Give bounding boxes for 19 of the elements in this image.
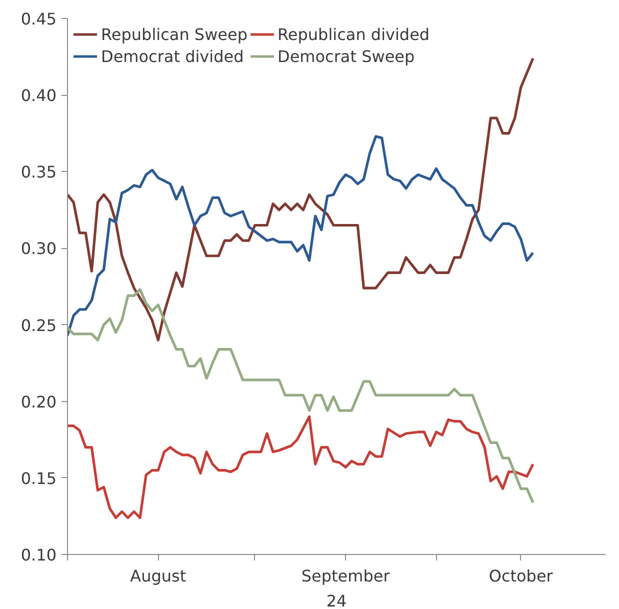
- legend-label: Republican divided: [278, 24, 430, 44]
- legend-label: Democrat Sweep: [278, 46, 415, 66]
- y-tick-label: 0.20: [20, 392, 56, 412]
- line-series: [68, 135, 534, 337]
- y-tick-label: 0.35: [20, 162, 56, 182]
- legend-label: Republican Sweep: [101, 24, 248, 44]
- y-tick-label: 0.25: [20, 316, 56, 335]
- legend-label: Democrat divided: [101, 46, 244, 66]
- x-tick-label: October: [488, 566, 554, 586]
- y-tick-label: 0.10: [20, 546, 56, 564]
- y-tick-label: 0.30: [20, 239, 56, 258]
- x-tick-label: September: [301, 566, 390, 586]
- y-tick-label: 0.15: [20, 468, 56, 488]
- y-tick-label: 0.40: [20, 86, 56, 106]
- y-tick-label: 0.45: [20, 10, 56, 28]
- x-axis-title: 24: [326, 592, 347, 609]
- line-series: [68, 288, 534, 504]
- line-series: [68, 415, 534, 520]
- x-tick-label: August: [130, 566, 186, 586]
